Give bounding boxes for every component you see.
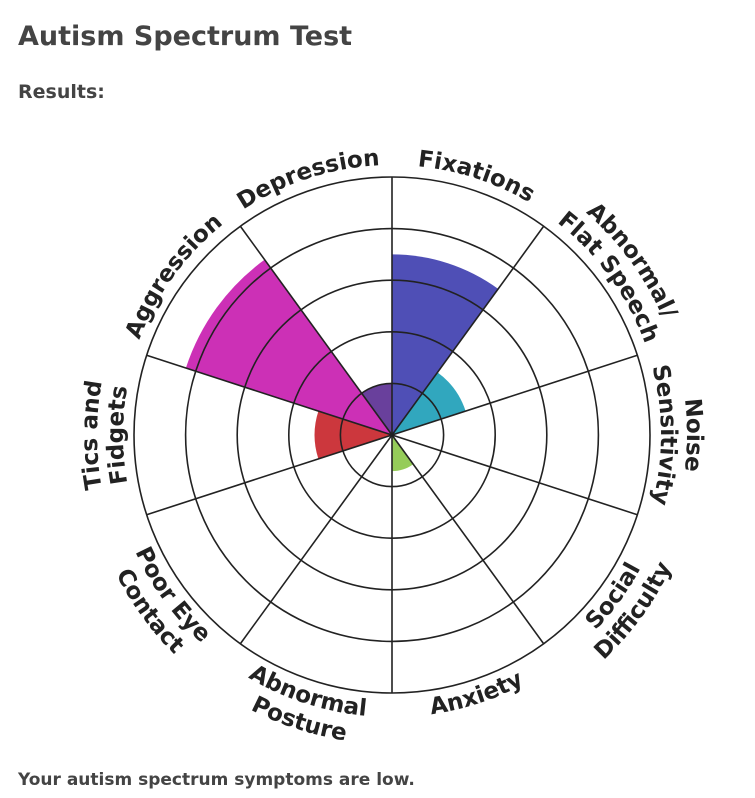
category-label-text: Noise	[679, 397, 707, 473]
result-message: Your autism spectrum symptoms are low.	[17, 770, 415, 790]
spoke	[391, 354, 638, 436]
category-label-text: Fidgets	[103, 384, 133, 486]
sector	[314, 411, 392, 459]
category-label: Anxiety	[428, 666, 527, 720]
category-label: Noise	[679, 397, 707, 473]
category-label: Fidgets	[103, 384, 133, 486]
spoke	[146, 354, 393, 436]
sector	[392, 372, 466, 435]
category-label: Fixations	[417, 146, 540, 208]
results-label: Results:	[18, 81, 105, 103]
category-label: Tics and	[77, 379, 108, 492]
sector	[392, 435, 414, 472]
category-label-text: Anxiety	[428, 666, 527, 720]
page-title: Autism Spectrum Test	[18, 21, 352, 52]
category-label: Sensitivity	[646, 362, 681, 507]
category-label-text: Fixations	[417, 146, 540, 208]
category-label-text: Sensitivity	[646, 362, 681, 507]
spoke	[391, 434, 638, 516]
spoke	[146, 434, 393, 516]
spoke	[391, 225, 545, 436]
spoke	[239, 434, 393, 645]
category-label-text: Tics and	[77, 379, 108, 492]
spoke	[391, 434, 545, 645]
spoke	[239, 225, 393, 436]
sector	[185, 259, 392, 435]
sector	[361, 383, 392, 435]
